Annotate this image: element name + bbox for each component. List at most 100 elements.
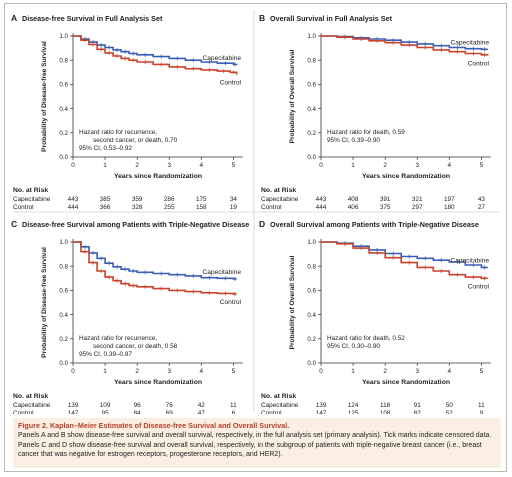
- risk-table-row-label: Control: [261, 410, 282, 414]
- risk-table-cell: 11: [478, 402, 485, 409]
- panel-b-label: B: [259, 13, 265, 23]
- series-line-control: [73, 35, 238, 75]
- hazard-ratio-text: 95% CI, 0.39–0.90: [327, 137, 380, 144]
- panel-c-ylabel: Probability of Disease-free Survival: [41, 247, 48, 358]
- risk-table-cell: 385: [100, 196, 111, 203]
- risk-table-cell: 69: [166, 410, 174, 414]
- panel-b-xlabel: Years since Randomization: [362, 173, 450, 180]
- risk-table-cell: 125: [348, 410, 359, 414]
- risk-table-row-label: Capecitabine: [13, 196, 51, 203]
- risk-table-cell: 11: [230, 402, 237, 409]
- hazard-ratio-text: Hazard ratio for recurrence,: [79, 335, 157, 342]
- y-tick-label: 0.2: [59, 336, 68, 343]
- y-tick-label: 0.4: [307, 106, 316, 113]
- panel-b: B Overall Survival in Full Analysis Set Pr…: [259, 13, 491, 211]
- risk-table-cell: 408: [348, 196, 359, 203]
- risk-table-cell: 96: [134, 402, 142, 409]
- y-tick-label: 0.2: [307, 130, 316, 137]
- risk-table-cell: 255: [164, 204, 175, 211]
- y-tick-label: 0.0: [307, 360, 316, 367]
- y-tick-label: 1.0: [59, 33, 68, 40]
- x-tick-label: 1: [351, 162, 355, 169]
- risk-table-row-label: Capecitabine: [261, 196, 299, 203]
- risk-table-cell: 109: [100, 402, 111, 409]
- x-tick-label: 2: [135, 162, 139, 169]
- risk-table-cell: 76: [166, 402, 174, 409]
- risk-table-cell: 158: [196, 204, 207, 211]
- risk-table-cell: 147: [68, 410, 79, 414]
- risk-table-cell: 197: [444, 196, 455, 203]
- y-tick-label: 0.2: [59, 130, 68, 137]
- risk-table-cell: 6: [232, 410, 236, 414]
- risk-table-cell: 27: [478, 204, 486, 211]
- x-tick-label: 4: [448, 162, 452, 169]
- x-tick-label: 0: [71, 162, 75, 169]
- series-label-capecitabine: Capecitabine: [203, 269, 242, 276]
- risk-table-header: No. at Risk: [13, 187, 48, 194]
- panel-d-label: D: [259, 219, 265, 229]
- hazard-ratio-text: 95% CI, 0.30–0.90: [327, 343, 380, 350]
- risk-table-cell: 124: [348, 402, 359, 409]
- risk-table-cell: 139: [68, 402, 79, 409]
- risk-table-row-label: Capecitabine: [13, 402, 51, 409]
- hazard-ratio-text: Hazard ratio for death, 0.59: [327, 129, 405, 136]
- x-tick-label: 3: [167, 368, 171, 375]
- risk-table-cell: 95: [102, 410, 110, 414]
- panel-b-ylabel: Probability of Overall Survival: [289, 49, 296, 143]
- risk-table-header: No. at Risk: [261, 393, 296, 400]
- y-tick-label: 0.6: [59, 288, 68, 295]
- y-tick-label: 0.4: [307, 312, 316, 319]
- y-tick-label: 1.0: [307, 33, 316, 40]
- panel-a-xlabel: Years since Randomization: [114, 173, 202, 180]
- x-tick-label: 0: [319, 368, 323, 375]
- y-tick-label: 0.8: [59, 57, 68, 64]
- risk-table-header: No. at Risk: [13, 393, 48, 400]
- x-tick-label: 4: [448, 368, 452, 375]
- panel-d: D Overall Survival among Patients with Tr…: [259, 219, 491, 414]
- panel-d-xlabel: Years since Randomization: [362, 379, 450, 386]
- y-tick-label: 0.2: [307, 336, 316, 343]
- figure-frame: A Disease-free Survival in Full Analysis …: [4, 3, 507, 472]
- panel-a-title: Disease-free Survival in Full Analysis S…: [22, 14, 163, 23]
- risk-table-cell: 359: [132, 196, 143, 203]
- risk-table-cell: 443: [68, 196, 79, 203]
- risk-table-header: No. at Risk: [261, 187, 296, 194]
- y-tick-label: 0.0: [307, 154, 316, 161]
- risk-table-row-label: Control: [13, 204, 34, 211]
- risk-table-cell: 444: [316, 204, 327, 211]
- risk-table-cell: 180: [444, 204, 455, 211]
- risk-table-cell: 286: [164, 196, 175, 203]
- x-tick-label: 5: [480, 368, 484, 375]
- risk-table-cell: 34: [230, 196, 238, 203]
- x-tick-label: 2: [135, 368, 139, 375]
- y-tick-label: 0.6: [59, 82, 68, 89]
- risk-table-cell: 52: [446, 410, 454, 414]
- y-tick-label: 1.0: [59, 239, 68, 246]
- x-tick-label: 2: [383, 162, 387, 169]
- panel-a-label: A: [11, 13, 17, 23]
- risk-table-row-label: Capecitabine: [261, 402, 299, 409]
- series-label-capecitabine: Capecitabine: [451, 257, 490, 264]
- x-tick-label: 1: [103, 162, 107, 169]
- caption-body: Panels A and B show disease-free surviva…: [18, 432, 492, 459]
- y-tick-label: 1.0: [307, 239, 316, 246]
- risk-table-cell: 321: [412, 196, 423, 203]
- x-tick-label: 4: [200, 368, 204, 375]
- risk-table-cell: 116: [380, 402, 391, 409]
- hazard-ratio-text: 95% CI, 0.39–0.87: [79, 351, 132, 358]
- risk-table-cell: 47: [198, 410, 206, 414]
- x-tick-label: 5: [232, 162, 236, 169]
- x-tick-label: 1: [103, 368, 107, 375]
- y-tick-label: 0.8: [59, 263, 68, 270]
- panel-c-xlabel: Years since Randomization: [114, 379, 202, 386]
- risk-table-cell: 84: [134, 410, 142, 414]
- series-label-control: Control: [468, 283, 490, 290]
- figure-caption: Figure 2. Kaplan–Meier Estimates of Dise…: [13, 418, 501, 468]
- panel-c-title: Disease-free Survival among Patients wit…: [22, 220, 249, 229]
- series-label-control: Control: [468, 60, 490, 67]
- risk-table-cell: 443: [316, 196, 327, 203]
- hazard-ratio-text: Hazard ratio for recurrence,: [79, 129, 157, 136]
- risk-table-cell: 108: [380, 410, 391, 414]
- series-label-control: Control: [220, 80, 242, 87]
- series-label-capecitabine: Capecitabine: [451, 39, 490, 46]
